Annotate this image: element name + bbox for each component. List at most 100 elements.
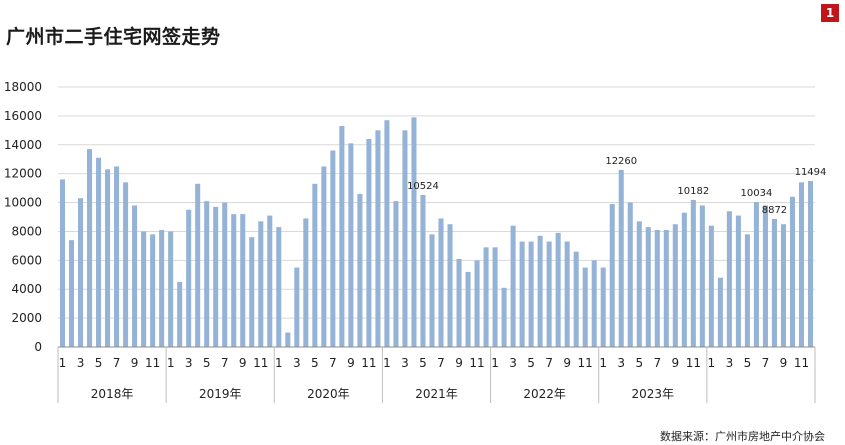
bar-2019-04 (195, 183, 201, 347)
bar-2022-09 (564, 241, 570, 347)
bar-2023-05 (636, 221, 642, 347)
bar-2023-09 (672, 224, 678, 347)
y-tick-label: 2000 (11, 311, 42, 325)
bar-2024-07 (762, 205, 768, 347)
x-month-label: 9 (239, 356, 247, 370)
bar-2018-10 (141, 231, 147, 347)
data-label: 10034 (741, 188, 773, 199)
y-tick-label: 4000 (11, 282, 42, 296)
bar-2018-03 (78, 198, 84, 347)
data-label: 8872 (762, 205, 787, 216)
bar-2022-12 (591, 260, 597, 347)
x-month-label: 9 (455, 356, 463, 370)
bar-2023-06 (645, 227, 651, 347)
x-month-label: 7 (762, 356, 770, 370)
y-tick-label: 16000 (4, 109, 42, 123)
bar-2023-08 (663, 230, 669, 347)
x-month-label: 3 (509, 356, 517, 370)
bar-2021-10 (465, 271, 471, 347)
bar-2022-06 (537, 235, 543, 347)
y-tick-label: 12000 (4, 167, 42, 181)
bar-2020-10 (357, 193, 363, 347)
bar-2018-09 (132, 205, 138, 347)
bar-2022-10 (573, 251, 579, 347)
x-month-label: 7 (653, 356, 661, 370)
bar-2020-06 (321, 166, 327, 347)
bar-2024-04 (735, 215, 741, 347)
x-month-label: 7 (545, 356, 553, 370)
bar-2023-03 (618, 169, 624, 347)
x-month-label: 3 (185, 356, 193, 370)
x-month-label: 1 (383, 356, 391, 370)
bar-2023-12 (699, 205, 705, 347)
x-month-label: 1 (167, 356, 175, 370)
bar-2021-12 (483, 247, 489, 347)
x-year-label: 2022年 (523, 387, 566, 401)
bar-2018-06 (105, 169, 111, 347)
bar-2022-11 (582, 267, 588, 347)
bar-2018-05 (96, 157, 102, 347)
x-month-label: 9 (563, 356, 571, 370)
bar-2019-08 (231, 214, 237, 347)
bar-2020-05 (312, 183, 318, 347)
bar-2020-03 (294, 267, 300, 347)
bar-2021-01 (384, 120, 390, 347)
x-month-label: 5 (635, 356, 643, 370)
bar-2024-03 (726, 211, 732, 347)
data-label: 12260 (605, 156, 637, 167)
bar-2021-04 (411, 117, 417, 347)
bar-2020-09 (348, 143, 354, 347)
bar-2019-09 (240, 214, 246, 347)
x-axis: 1 3 5 7 9 11 1 3 5 7 9 11 1 3 5 7 9 11 1 3 5 7 9 11 1 3 5 7 9 11 1 3 5 7 9… (57, 346, 816, 403)
bar-2024-05 (744, 234, 750, 347)
bar-2021-02 (393, 201, 399, 347)
x-month-label: 7 (437, 356, 445, 370)
y-tick-label: 8000 (11, 224, 42, 238)
x-month-label: 9 (347, 356, 355, 370)
x-month-label: 5 (744, 356, 752, 370)
bar-2019-12 (267, 215, 273, 347)
bar-2022-07 (546, 241, 552, 347)
bar-2022-05 (528, 241, 534, 347)
x-month-label: 5 (95, 356, 103, 370)
bar-2024-08 (771, 218, 777, 347)
x-month-label: 1 (708, 356, 716, 370)
bar-2018-12 (159, 230, 165, 347)
data-label: 10524 (407, 181, 439, 192)
data-labels: 10524 12260 10182 10034 8872 11494 (407, 156, 826, 216)
x-year-label: 2018年 (91, 387, 134, 401)
x-month-label: 11 (469, 356, 484, 370)
bar-2021-07 (438, 218, 444, 347)
bar-2024-01 (708, 225, 714, 347)
bar-2024-10 (789, 196, 795, 347)
bar-2024-12 (807, 180, 814, 347)
bar-2019-11 (258, 221, 264, 347)
bar-2023-04 (627, 202, 633, 347)
bar-2022-01 (492, 247, 498, 347)
bar-2023-01 (600, 267, 606, 347)
x-month-label: 9 (131, 356, 139, 370)
x-year-label: 2020年 (307, 387, 350, 401)
x-month-label: 9 (671, 356, 679, 370)
bar-2018-04 (87, 149, 93, 347)
bar-2018-08 (123, 182, 129, 347)
bars (59, 117, 814, 347)
bar-2023-07 (654, 230, 660, 347)
bar-2018-07 (114, 166, 120, 347)
x-month-label: 11 (794, 356, 809, 370)
x-month-label: 11 (686, 356, 701, 370)
data-source-note: 数据来源：广州市房地产中介协会 (660, 430, 825, 443)
bar-2020-01 (276, 227, 282, 347)
x-month-label: 3 (77, 356, 85, 370)
bar-2023-11 (690, 199, 696, 347)
bar-2022-03 (510, 225, 516, 347)
x-month-label: 3 (726, 356, 734, 370)
bar-2018-11 (150, 234, 156, 347)
bar-2020-04 (303, 218, 309, 347)
bar-2020-08 (339, 126, 345, 347)
bar-2021-06 (429, 234, 435, 347)
chart-title: 广州市二手住宅网签走势 (6, 26, 221, 48)
bar-2019-05 (204, 201, 210, 347)
y-axis: 0 2000 4000 6000 8000 10000 12000 14000 16000 180… (4, 80, 42, 354)
